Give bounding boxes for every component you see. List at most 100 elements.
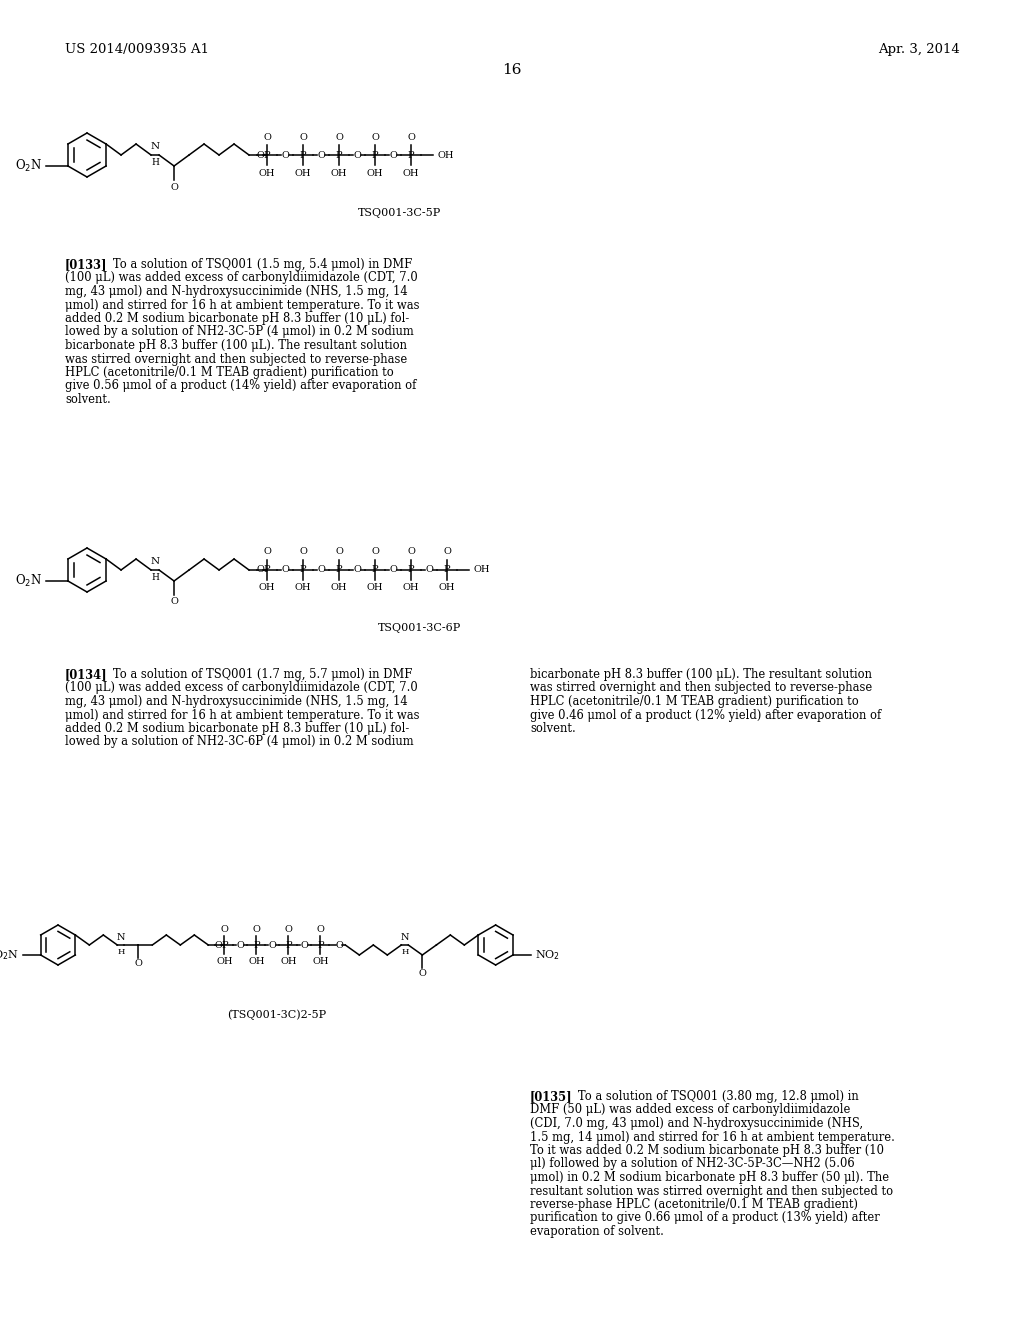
Text: O$_2$N: O$_2$N: [14, 573, 42, 589]
Text: H: H: [152, 158, 159, 168]
Text: H: H: [117, 948, 125, 956]
Text: added 0.2 M sodium bicarbonate pH 8.3 buffer (10 μL) fol-: added 0.2 M sodium bicarbonate pH 8.3 bu…: [65, 722, 410, 735]
Text: lowed by a solution of NH2-3C-6P (4 μmol) in 0.2 M sodium: lowed by a solution of NH2-3C-6P (4 μmol…: [65, 735, 414, 748]
Text: 16: 16: [502, 63, 522, 77]
Text: DMF (50 μL) was added excess of carbonyldiimidazole: DMF (50 μL) was added excess of carbonyl…: [530, 1104, 850, 1117]
Text: O: O: [408, 132, 415, 141]
Text: O: O: [282, 565, 289, 574]
Text: NO$_2$: NO$_2$: [535, 948, 560, 962]
Text: P: P: [408, 565, 415, 574]
Text: O: O: [256, 150, 264, 160]
Text: O$_2$N: O$_2$N: [14, 158, 42, 174]
Text: O: O: [353, 150, 361, 160]
Text: μl) followed by a solution of NH2-3C-5P-3C—NH2 (5.06: μl) followed by a solution of NH2-3C-5P-…: [530, 1158, 855, 1171]
Text: μmol) and stirred for 16 h at ambient temperature. To it was: μmol) and stirred for 16 h at ambient te…: [65, 709, 420, 722]
Text: O: O: [220, 924, 228, 933]
Text: O: O: [317, 150, 325, 160]
Text: P: P: [372, 565, 378, 574]
Text: solvent.: solvent.: [530, 722, 575, 735]
Text: μmol) and stirred for 16 h at ambient temperature. To it was: μmol) and stirred for 16 h at ambient te…: [65, 298, 420, 312]
Text: μmol) in 0.2 M sodium bicarbonate pH 8.3 buffer (50 μl). The: μmol) in 0.2 M sodium bicarbonate pH 8.3…: [530, 1171, 889, 1184]
Text: O: O: [317, 565, 325, 574]
Text: OH: OH: [259, 169, 275, 177]
Text: OH: OH: [312, 957, 329, 965]
Text: P: P: [264, 150, 270, 160]
Text: (100 μL) was added excess of carbonyldiimidazole (CDT, 7.0: (100 μL) was added excess of carbonyldii…: [65, 272, 418, 285]
Text: O: O: [134, 960, 142, 969]
Text: O: O: [443, 548, 451, 557]
Text: O: O: [170, 182, 178, 191]
Text: O: O: [214, 940, 222, 949]
Text: (CDI, 7.0 mg, 43 μmol) and N-hydroxysuccinimide (NHS,: (CDI, 7.0 mg, 43 μmol) and N-hydroxysucc…: [530, 1117, 863, 1130]
Text: P: P: [336, 150, 342, 160]
Text: bicarbonate pH 8.3 buffer (100 μL). The resultant solution: bicarbonate pH 8.3 buffer (100 μL). The …: [530, 668, 872, 681]
Text: To a solution of TSQ001 (1.7 mg, 5.7 μmol) in DMF: To a solution of TSQ001 (1.7 mg, 5.7 μmo…: [102, 668, 413, 681]
Text: H: H: [401, 948, 409, 956]
Text: O: O: [425, 565, 433, 574]
Text: was stirred overnight and then subjected to reverse-phase: was stirred overnight and then subjected…: [65, 352, 408, 366]
Text: O: O: [316, 924, 325, 933]
Text: give 0.46 μmol of a product (12% yield) after evaporation of: give 0.46 μmol of a product (12% yield) …: [530, 709, 882, 722]
Text: O: O: [299, 548, 307, 557]
Text: O: O: [256, 565, 264, 574]
Text: O: O: [170, 598, 178, 606]
Text: O: O: [336, 940, 343, 949]
Text: O: O: [237, 940, 245, 949]
Text: OH: OH: [248, 957, 264, 965]
Text: OH: OH: [331, 169, 347, 177]
Text: O$_2$N: O$_2$N: [0, 948, 18, 962]
Text: O: O: [419, 969, 426, 978]
Text: give 0.56 μmol of a product (14% yield) after evaporation of: give 0.56 μmol of a product (14% yield) …: [65, 380, 417, 392]
Text: N: N: [151, 557, 160, 566]
Text: P: P: [336, 565, 342, 574]
Text: P: P: [285, 940, 292, 949]
Text: O: O: [300, 940, 308, 949]
Text: OH: OH: [295, 583, 311, 593]
Text: O: O: [371, 132, 379, 141]
Text: O: O: [353, 565, 361, 574]
Text: [0134]: [0134]: [65, 668, 108, 681]
Text: H: H: [152, 573, 159, 582]
Text: TSQ001-3C-6P: TSQ001-3C-6P: [379, 623, 462, 634]
Text: O: O: [335, 132, 343, 141]
Text: P: P: [221, 940, 227, 949]
Text: OH: OH: [331, 583, 347, 593]
Text: OH: OH: [367, 169, 383, 177]
Text: O: O: [252, 924, 260, 933]
Text: solvent.: solvent.: [65, 393, 111, 407]
Text: Apr. 3, 2014: Apr. 3, 2014: [879, 44, 961, 57]
Text: To a solution of TSQ001 (3.80 mg, 12.8 μmol) in: To a solution of TSQ001 (3.80 mg, 12.8 μ…: [567, 1090, 859, 1104]
Text: O: O: [299, 132, 307, 141]
Text: To it was added 0.2 M sodium bicarbonate pH 8.3 buffer (10: To it was added 0.2 M sodium bicarbonate…: [530, 1144, 884, 1158]
Text: O: O: [371, 548, 379, 557]
Text: O: O: [282, 150, 289, 160]
Text: reverse-phase HPLC (acetonitrile/0.1 M TEAB gradient): reverse-phase HPLC (acetonitrile/0.1 M T…: [530, 1199, 858, 1210]
Text: P: P: [264, 565, 270, 574]
Text: N: N: [151, 143, 160, 150]
Text: P: P: [300, 150, 306, 160]
Text: O: O: [263, 548, 271, 557]
Text: P: P: [300, 565, 306, 574]
Text: TSQ001-3C-5P: TSQ001-3C-5P: [358, 209, 441, 218]
Text: OH: OH: [216, 957, 232, 965]
Text: O: O: [335, 548, 343, 557]
Text: resultant solution was stirred overnight and then subjected to: resultant solution was stirred overnight…: [530, 1184, 893, 1197]
Text: mg, 43 μmol) and N-hydroxysuccinimide (NHS, 1.5 mg, 14: mg, 43 μmol) and N-hydroxysuccinimide (N…: [65, 696, 408, 708]
Text: O: O: [408, 548, 415, 557]
Text: purification to give 0.66 μmol of a product (13% yield) after: purification to give 0.66 μmol of a prod…: [530, 1212, 880, 1225]
Text: OH: OH: [439, 583, 456, 593]
Text: O: O: [389, 150, 397, 160]
Text: [0133]: [0133]: [65, 257, 108, 271]
Text: HPLC (acetonitrile/0.1 M TEAB gradient) purification to: HPLC (acetonitrile/0.1 M TEAB gradient) …: [530, 696, 859, 708]
Text: added 0.2 M sodium bicarbonate pH 8.3 buffer (10 μL) fol-: added 0.2 M sodium bicarbonate pH 8.3 bu…: [65, 312, 410, 325]
Text: O: O: [285, 924, 292, 933]
Text: O: O: [268, 940, 276, 949]
Text: was stirred overnight and then subjected to reverse-phase: was stirred overnight and then subjected…: [530, 681, 872, 694]
Text: OH: OH: [437, 150, 454, 160]
Text: P: P: [443, 565, 451, 574]
Text: 1.5 mg, 14 μmol) and stirred for 16 h at ambient temperature.: 1.5 mg, 14 μmol) and stirred for 16 h at…: [530, 1130, 895, 1143]
Text: bicarbonate pH 8.3 buffer (100 μL). The resultant solution: bicarbonate pH 8.3 buffer (100 μL). The …: [65, 339, 407, 352]
Text: N: N: [400, 933, 409, 942]
Text: HPLC (acetonitrile/0.1 M TEAB gradient) purification to: HPLC (acetonitrile/0.1 M TEAB gradient) …: [65, 366, 394, 379]
Text: [0135]: [0135]: [530, 1090, 572, 1104]
